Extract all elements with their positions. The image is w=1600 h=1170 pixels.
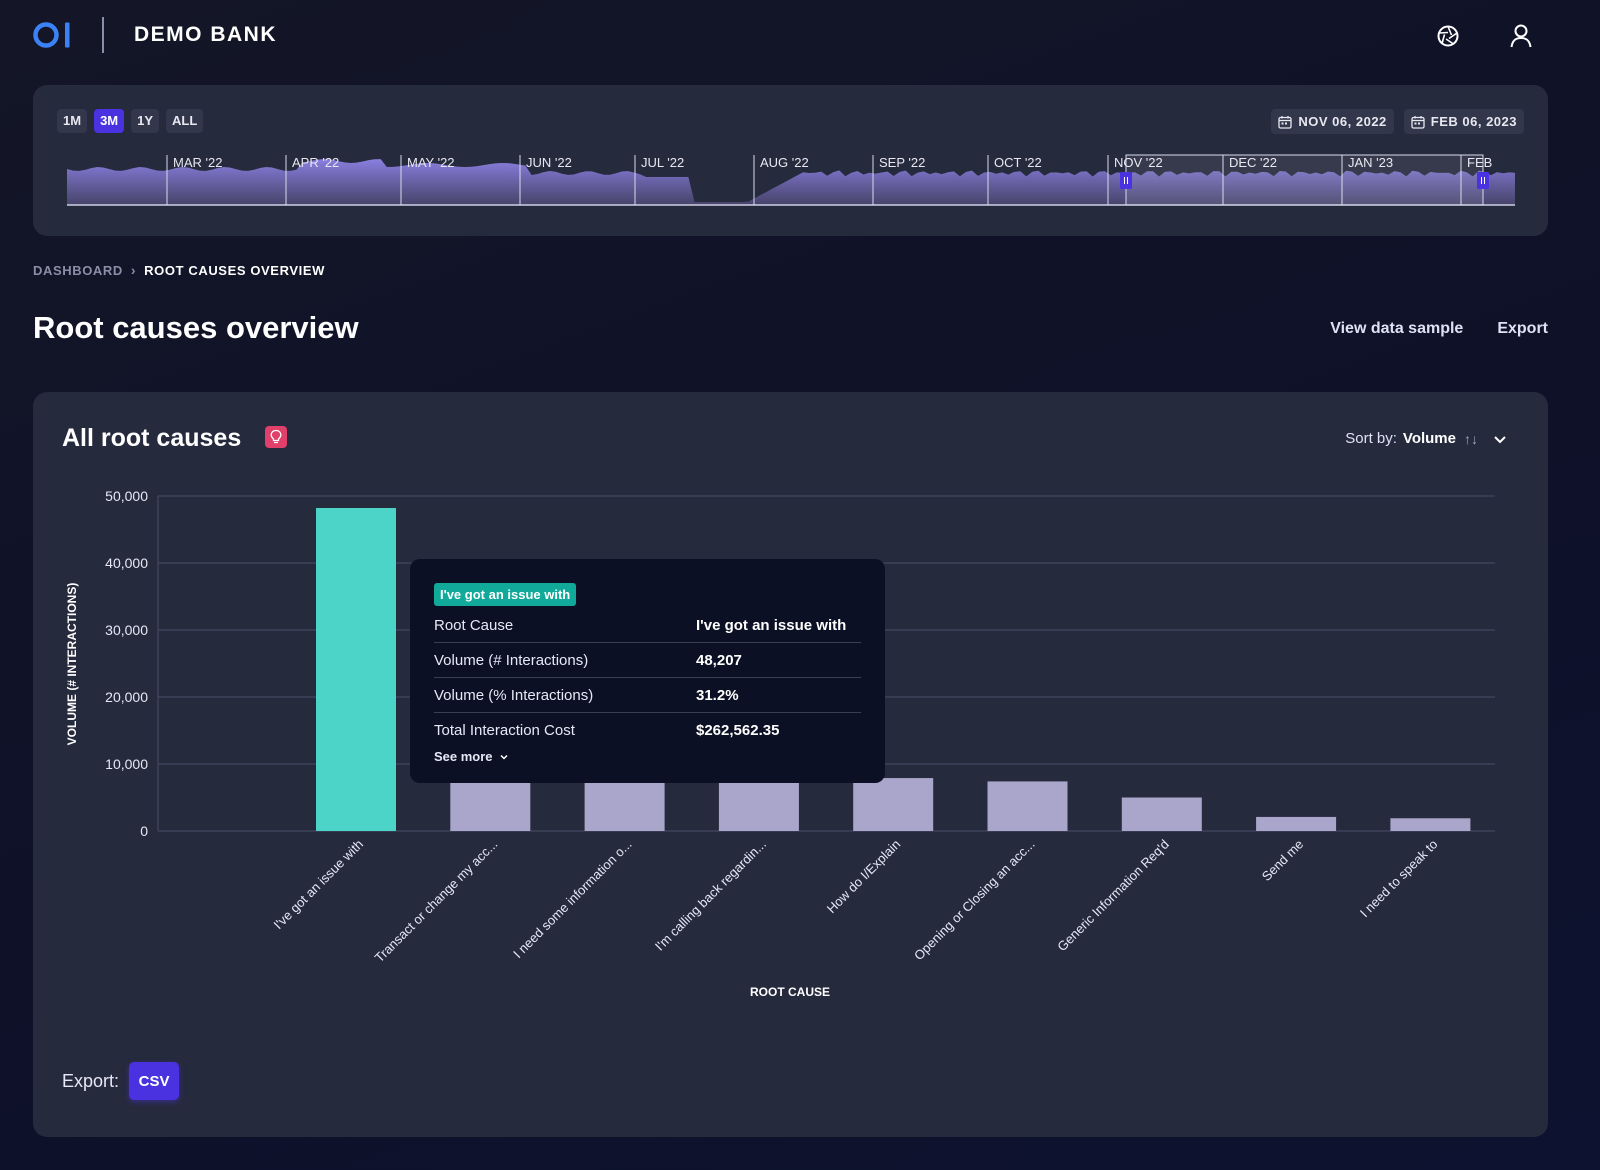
y-tick-label: 30,000 xyxy=(105,622,148,638)
card-title: All root causes xyxy=(62,424,242,452)
timeline-month-label: APR '22 xyxy=(292,155,339,170)
timeline-month-label: JAN '23 xyxy=(1348,155,1393,170)
breadcrumb-dashboard[interactable]: DASHBOARD xyxy=(33,262,123,278)
timeline-month-label: SEP '22 xyxy=(879,155,925,170)
timeline-month-label: FEB xyxy=(1467,155,1492,170)
range-1y-button[interactable]: 1Y xyxy=(131,109,160,133)
chevron-down-icon xyxy=(500,754,508,760)
tooltip-row: Total Interaction Cost $262,562.35 xyxy=(434,713,861,748)
timeline-navigator[interactable]: MAR '22 APR '22 MAY '22 JUN '22 JUL '22 AUG '… xyxy=(33,85,1548,236)
tooltip-key: Volume (# Interactions) xyxy=(434,651,589,669)
x-tick-label: I've got an issue with xyxy=(270,837,366,933)
range-all-button[interactable]: ALL xyxy=(166,109,204,133)
bar[interactable] xyxy=(853,778,934,831)
y-axis-title: VOLUME (# INTERACTIONS) xyxy=(65,583,79,746)
timeline-selection[interactable] xyxy=(1125,154,1484,206)
see-more-label: See more xyxy=(434,749,493,764)
bar[interactable] xyxy=(316,508,396,831)
x-tick-label: How do I/Explain xyxy=(824,837,904,917)
calendar-icon xyxy=(1411,115,1425,129)
start-date-picker[interactable]: NOV 06, 2022 xyxy=(1271,109,1394,134)
timeline-month-label: OCT '22 xyxy=(994,155,1042,170)
tooltip-value: 48,207 xyxy=(696,651,742,669)
tooltip-key: Total Interaction Cost xyxy=(434,722,575,739)
timeline-left-handle[interactable] xyxy=(1120,172,1132,189)
timeline-month-label: JUL '22 xyxy=(641,155,684,170)
timeline-month-label: AUG '22 xyxy=(760,155,809,170)
tooltip-value: $262,562.35 xyxy=(696,722,780,739)
user-icon[interactable] xyxy=(1505,20,1537,52)
breadcrumb: DASHBOARD › ROOT CAUSES OVERVIEW xyxy=(33,262,325,278)
logo-divider xyxy=(102,17,104,53)
range-3m-button[interactable]: 3M xyxy=(94,109,125,133)
x-tick-label: Transact or change my acc... xyxy=(372,837,501,966)
range-buttons: 1M 3M 1Y ALL xyxy=(57,109,204,133)
page-title: Root causes overview xyxy=(33,310,359,345)
tooltip-key: Root Cause xyxy=(434,616,514,634)
see-more-button[interactable]: See more xyxy=(434,749,861,764)
timeline-right-handle[interactable] xyxy=(1477,172,1489,189)
root-causes-card: All root causes Sort by: Volume ↑↓ 50,00… xyxy=(33,392,1548,1137)
timeline-month-label: MAR '22 xyxy=(173,155,222,170)
y-tick-label: 20,000 xyxy=(105,689,148,705)
sort-direction-icon[interactable]: ↑↓ xyxy=(1464,430,1478,447)
chevron-right-icon: › xyxy=(130,262,137,278)
start-date-text: NOV 06, 2022 xyxy=(1298,114,1387,129)
tooltip-row: Volume (# Interactions) 48,207 xyxy=(434,643,861,678)
aperture-icon[interactable] xyxy=(1432,20,1464,52)
bar[interactable] xyxy=(1390,818,1471,831)
timeline-month-label: DEC '22 xyxy=(1229,155,1277,170)
y-tick-label: 10,000 xyxy=(105,756,148,772)
csv-export-button[interactable]: CSV xyxy=(129,1062,180,1100)
tooltip-row: Volume (% Interactions) 31.2% xyxy=(434,678,861,713)
calendar-icon xyxy=(1278,115,1293,129)
lightbulb-icon[interactable] xyxy=(265,426,287,448)
export-label: Export: xyxy=(62,1070,120,1091)
chart-tooltip: I've got an issue with Root Cause I've g… xyxy=(410,559,885,783)
bar[interactable] xyxy=(1256,816,1337,831)
sort-label: Sort by: xyxy=(1345,430,1397,447)
tooltip-key: Volume (% Interactions) xyxy=(434,686,594,704)
timeline-month-label: JUN '22 xyxy=(526,155,572,170)
x-tick-label: I need some information o... xyxy=(510,837,635,962)
timeline-card: 1M 3M 1Y ALL NOV 06, 2022 FEB 06, 2023 M… xyxy=(33,85,1548,236)
y-tick-label: 0 xyxy=(140,823,148,839)
x-axis-title: ROOT CAUSE xyxy=(750,985,830,999)
brand-name: DEMO BANK xyxy=(134,23,277,46)
sort-value: Volume xyxy=(1402,430,1456,447)
tooltip-value: 31.2% xyxy=(696,686,739,704)
timeline-area xyxy=(67,159,1515,205)
export-link[interactable]: Export xyxy=(1497,320,1548,337)
end-date-picker[interactable]: FEB 06, 2023 xyxy=(1403,109,1524,134)
x-tick-label: Send me xyxy=(1259,837,1306,884)
y-tick-label: 40,000 xyxy=(105,555,148,571)
export-row: Export: CSV xyxy=(62,1062,180,1100)
date-range: NOV 06, 2022 FEB 06, 2023 xyxy=(1271,109,1524,134)
tooltip-value: I've got an issue with xyxy=(696,616,847,634)
timeline-month-label: MAY '22 xyxy=(407,155,455,170)
x-tick-label: I need to speak to xyxy=(1357,837,1441,921)
chevron-down-icon xyxy=(1494,435,1506,443)
x-tick-label: Opening or Closing an acc... xyxy=(911,837,1038,964)
tooltip-chip: I've got an issue with xyxy=(434,583,577,606)
y-tick-label: 50,000 xyxy=(105,488,148,504)
oi-logo-icon[interactable] xyxy=(33,20,73,50)
page-actions: View data sample Export xyxy=(1330,320,1548,338)
bar[interactable] xyxy=(1121,797,1202,832)
tooltip-row: Root Cause I've got an issue with xyxy=(434,608,861,643)
end-date-text: FEB 06, 2023 xyxy=(1430,114,1517,129)
range-1m-button[interactable]: 1M xyxy=(57,109,88,133)
top-bar: DEMO BANK xyxy=(0,0,1600,72)
x-tick-label: Generic Information Req'd xyxy=(1054,837,1172,955)
tooltip-table: Root Cause I've got an issue with Volume… xyxy=(434,608,861,748)
sort-dropdown[interactable]: Sort by: Volume ↑↓ xyxy=(1345,430,1508,447)
x-tick-label: I'm calling back regardin... xyxy=(652,837,769,954)
breadcrumb-current: ROOT CAUSES OVERVIEW xyxy=(144,262,325,278)
view-data-sample-link[interactable]: View data sample xyxy=(1330,320,1464,337)
bar[interactable] xyxy=(987,781,1068,831)
